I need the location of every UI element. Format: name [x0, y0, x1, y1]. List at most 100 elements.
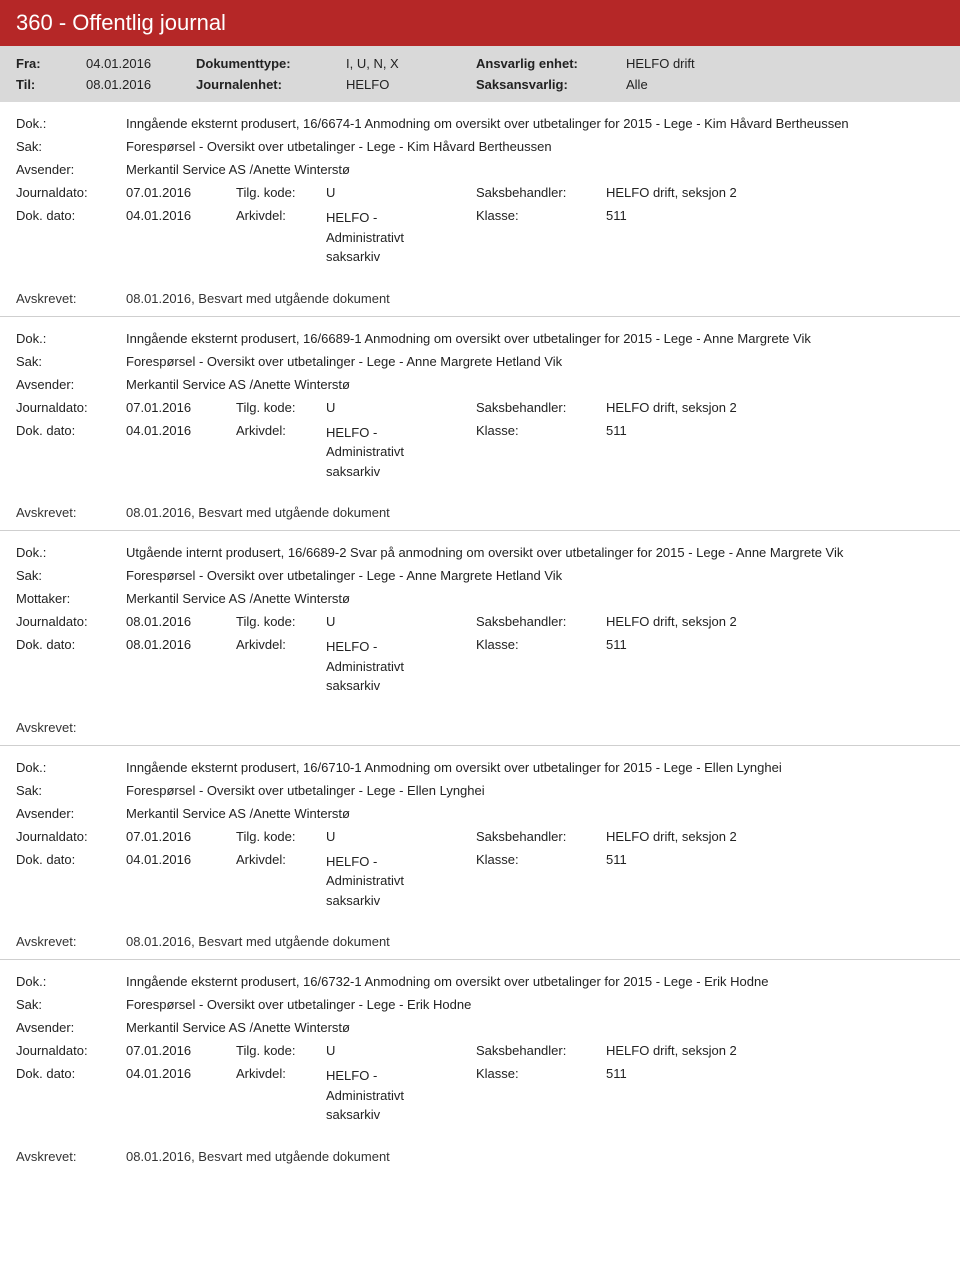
sak-label: Sak:: [16, 354, 126, 369]
journaldato-value: 07.01.2016: [126, 400, 236, 415]
dok-label: Dok.:: [16, 331, 126, 346]
fra-label: Fra:: [16, 56, 76, 71]
til-value: 08.01.2016: [86, 77, 186, 92]
dokdato-label: Dok. dato:: [16, 637, 126, 652]
dokumenttype-label: Dokumenttype:: [196, 56, 336, 71]
ansvarlig-enhet-label: Ansvarlig enhet:: [476, 56, 616, 71]
journal-entry: Dok.: Inngående eksternt produsert, 16/6…: [0, 746, 960, 925]
klasse-label: Klasse:: [476, 637, 606, 652]
party-label: Avsender:: [16, 1020, 126, 1035]
arkivdel-value: HELFO -Administrativtsaksarkiv: [326, 423, 476, 482]
page-title: 360 - Offentlig journal: [0, 0, 960, 46]
arkivdel-label: Arkivdel:: [236, 1066, 326, 1081]
journaldato-label: Journaldato:: [16, 400, 126, 415]
tilgkode-label: Tilg. kode:: [236, 185, 326, 200]
dokdato-value: 04.01.2016: [126, 852, 236, 867]
party-label: Avsender:: [16, 377, 126, 392]
party-label: Mottaker:: [16, 591, 126, 606]
dok-value: Inngående eksternt produsert, 16/6689-1 …: [126, 331, 944, 346]
tilgkode-value: U: [326, 614, 476, 629]
journaldato-value: 07.01.2016: [126, 185, 236, 200]
avskrevet-value: [126, 720, 944, 735]
saksbehandler-label: Saksbehandler:: [476, 185, 606, 200]
party-value: Merkantil Service AS /Anette Winterstø: [126, 162, 944, 177]
sak-value: Forespørsel - Oversikt over utbetalinger…: [126, 139, 944, 154]
avskrevet-row: Avskrevet: 08.01.2016, Besvart med utgåe…: [0, 924, 960, 960]
dok-value: Inngående eksternt produsert, 16/6674-1 …: [126, 116, 944, 131]
party-value: Merkantil Service AS /Anette Winterstø: [126, 806, 944, 821]
sak-label: Sak:: [16, 783, 126, 798]
fra-value: 04.01.2016: [86, 56, 186, 71]
avskrevet-row: Avskrevet: 08.01.2016, Besvart med utgåe…: [0, 1139, 960, 1174]
ansvarlig-enhet-value: HELFO drift: [626, 56, 766, 71]
journal-entry: Dok.: Inngående eksternt produsert, 16/6…: [0, 317, 960, 496]
party-label: Avsender:: [16, 806, 126, 821]
dokdato-value: 08.01.2016: [126, 637, 236, 652]
journal-entry: Dok.: Inngående eksternt produsert, 16/6…: [0, 960, 960, 1139]
dokdato-value: 04.01.2016: [126, 423, 236, 438]
avskrevet-label: Avskrevet:: [16, 505, 126, 520]
tilgkode-label: Tilg. kode:: [236, 829, 326, 844]
klasse-value: 511: [606, 1066, 944, 1081]
tilgkode-value: U: [326, 1043, 476, 1058]
journalenhet-label: Journalenhet:: [196, 77, 336, 92]
party-label: Avsender:: [16, 162, 126, 177]
til-label: Til:: [16, 77, 76, 92]
klasse-label: Klasse:: [476, 852, 606, 867]
journal-entry: Dok.: Inngående eksternt produsert, 16/6…: [0, 102, 960, 281]
tilgkode-value: U: [326, 829, 476, 844]
saksbehandler-value: HELFO drift, seksjon 2: [606, 1043, 944, 1058]
dok-label: Dok.:: [16, 974, 126, 989]
klasse-value: 511: [606, 423, 944, 438]
avskrevet-value: 08.01.2016, Besvart med utgående dokumen…: [126, 505, 944, 520]
sak-value: Forespørsel - Oversikt over utbetalinger…: [126, 997, 944, 1012]
avskrevet-label: Avskrevet:: [16, 934, 126, 949]
arkivdel-label: Arkivdel:: [236, 852, 326, 867]
dok-label: Dok.:: [16, 116, 126, 131]
journaldato-label: Journaldato:: [16, 185, 126, 200]
party-value: Merkantil Service AS /Anette Winterstø: [126, 1020, 944, 1035]
saksbehandler-value: HELFO drift, seksjon 2: [606, 829, 944, 844]
avskrevet-row: Avskrevet:: [0, 710, 960, 746]
tilgkode-value: U: [326, 185, 476, 200]
sak-value: Forespørsel - Oversikt over utbetalinger…: [126, 783, 944, 798]
arkivdel-value: HELFO -Administrativtsaksarkiv: [326, 208, 476, 267]
saksansvarlig-label: Saksansvarlig:: [476, 77, 616, 92]
saksbehandler-label: Saksbehandler:: [476, 829, 606, 844]
journaldato-label: Journaldato:: [16, 1043, 126, 1058]
arkivdel-value: HELFO -Administrativtsaksarkiv: [326, 1066, 476, 1125]
sak-value: Forespørsel - Oversikt over utbetalinger…: [126, 568, 944, 583]
dok-label: Dok.:: [16, 545, 126, 560]
dokdato-label: Dok. dato:: [16, 208, 126, 223]
saksansvarlig-value: Alle: [626, 77, 766, 92]
journaldato-label: Journaldato:: [16, 614, 126, 629]
avskrevet-value: 08.01.2016, Besvart med utgående dokumen…: [126, 291, 944, 306]
saksbehandler-value: HELFO drift, seksjon 2: [606, 400, 944, 415]
saksbehandler-label: Saksbehandler:: [476, 614, 606, 629]
arkivdel-label: Arkivdel:: [236, 637, 326, 652]
arkivdel-value: HELFO -Administrativtsaksarkiv: [326, 852, 476, 911]
saksbehandler-label: Saksbehandler:: [476, 400, 606, 415]
journaldato-value: 08.01.2016: [126, 614, 236, 629]
party-value: Merkantil Service AS /Anette Winterstø: [126, 377, 944, 392]
klasse-label: Klasse:: [476, 423, 606, 438]
arkivdel-value: HELFO -Administrativtsaksarkiv: [326, 637, 476, 696]
klasse-value: 511: [606, 637, 944, 652]
dokdato-label: Dok. dato:: [16, 423, 126, 438]
arkivdel-label: Arkivdel:: [236, 423, 326, 438]
dok-value: Inngående eksternt produsert, 16/6710-1 …: [126, 760, 944, 775]
tilgkode-value: U: [326, 400, 476, 415]
dok-value: Inngående eksternt produsert, 16/6732-1 …: [126, 974, 944, 989]
journaldato-label: Journaldato:: [16, 829, 126, 844]
dokdato-value: 04.01.2016: [126, 1066, 236, 1081]
sak-label: Sak:: [16, 997, 126, 1012]
klasse-value: 511: [606, 852, 944, 867]
filter-bar: Fra: 04.01.2016 Dokumenttype: I, U, N, X…: [0, 46, 960, 102]
dok-value: Utgående internt produsert, 16/6689-2 Sv…: [126, 545, 944, 560]
dokdato-value: 04.01.2016: [126, 208, 236, 223]
tilgkode-label: Tilg. kode:: [236, 1043, 326, 1058]
tilgkode-label: Tilg. kode:: [236, 614, 326, 629]
sak-label: Sak:: [16, 568, 126, 583]
journal-entry: Dok.: Utgående internt produsert, 16/668…: [0, 531, 960, 710]
avskrevet-label: Avskrevet:: [16, 720, 126, 735]
